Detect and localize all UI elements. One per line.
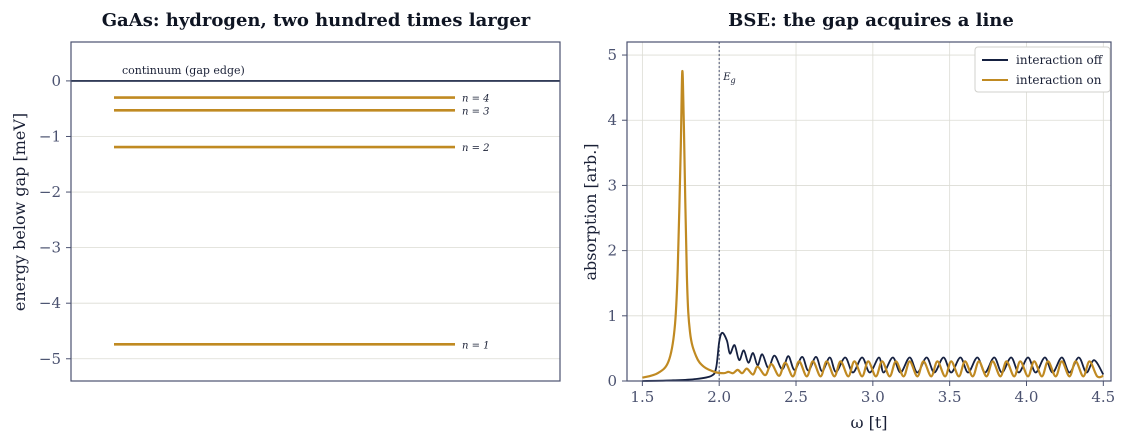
- legend-label-on: interaction on: [1016, 73, 1102, 87]
- right-y-label: absorption [arb.]: [581, 143, 600, 280]
- right-y-tick-label: 4: [607, 111, 617, 129]
- right-x-label: ω [t]: [850, 413, 887, 432]
- right-y-tick-label: 1: [607, 307, 617, 325]
- right-y-tick-label: 2: [607, 242, 617, 260]
- legend-label-off: interaction off: [1016, 53, 1104, 67]
- left-y-tick-label: −5: [39, 350, 61, 368]
- left-panel: GaAs: hydrogen, two hundred times larger…: [10, 10, 561, 382]
- right-x-tick-label: 1.5: [630, 388, 654, 406]
- level-label-n1: n = 1: [462, 340, 490, 351]
- left-frame: [70, 41, 561, 382]
- right-y-tick-label: 0: [607, 372, 617, 390]
- right-title: BSE: the gap acquires a line: [728, 10, 1014, 31]
- left-y-tick-label: −3: [39, 239, 61, 257]
- left-y-tick-label: −1: [39, 127, 61, 145]
- right-panel: BSE: the gap acquires a line 0 1 2 3 4 5 1.5 2.…: [581, 10, 1115, 432]
- right-x-tick-label: 3.5: [938, 388, 962, 406]
- left-title: GaAs: hydrogen, two hundred times larger: [102, 10, 531, 31]
- left-y-tick-label: −2: [39, 183, 61, 201]
- left-grid: [71, 80, 560, 360]
- level-label-n2: n = 2: [462, 143, 490, 154]
- continuum-label: continuum (gap edge): [122, 64, 245, 77]
- right-grid: [627, 42, 1111, 382]
- level-label-n4: n = 4: [462, 94, 490, 105]
- energy-levels: n = 1 n = 2 n = 3n = 4: [114, 94, 490, 351]
- legend: interaction off interaction on: [974, 46, 1111, 93]
- left-y-tick-label: 0: [51, 72, 61, 90]
- left-y-label: energy below gap [meV]: [10, 113, 29, 311]
- right-x-tick-label: 4.0: [1015, 388, 1039, 406]
- right-frame: [626, 41, 1112, 382]
- series-interaction-off: [642, 331, 1105, 382]
- right-x-tick-label: 4.5: [1091, 388, 1115, 406]
- gap-edge-label: Eg: [722, 72, 735, 85]
- level-label-n3: n = 3: [462, 106, 490, 117]
- left-y-tick-label: −4: [39, 294, 61, 312]
- right-x-tick-label: 3.0: [861, 388, 885, 406]
- series-interaction-on: [642, 70, 1104, 379]
- right-x-tick-label: 2.0: [707, 388, 731, 406]
- left-y-ticks: 0 −1 −2 −3 −4 −5: [39, 72, 71, 368]
- legend-box: [974, 46, 1111, 93]
- right-y-tick-label: 5: [607, 46, 617, 64]
- right-x-tick-label: 2.5: [784, 388, 808, 406]
- right-ticks: 0 1 2 3 4 5 1.5 2.0 2.5 3.0 3.5 4.0 4.5: [607, 46, 1115, 406]
- right-y-tick-label: 3: [607, 176, 617, 194]
